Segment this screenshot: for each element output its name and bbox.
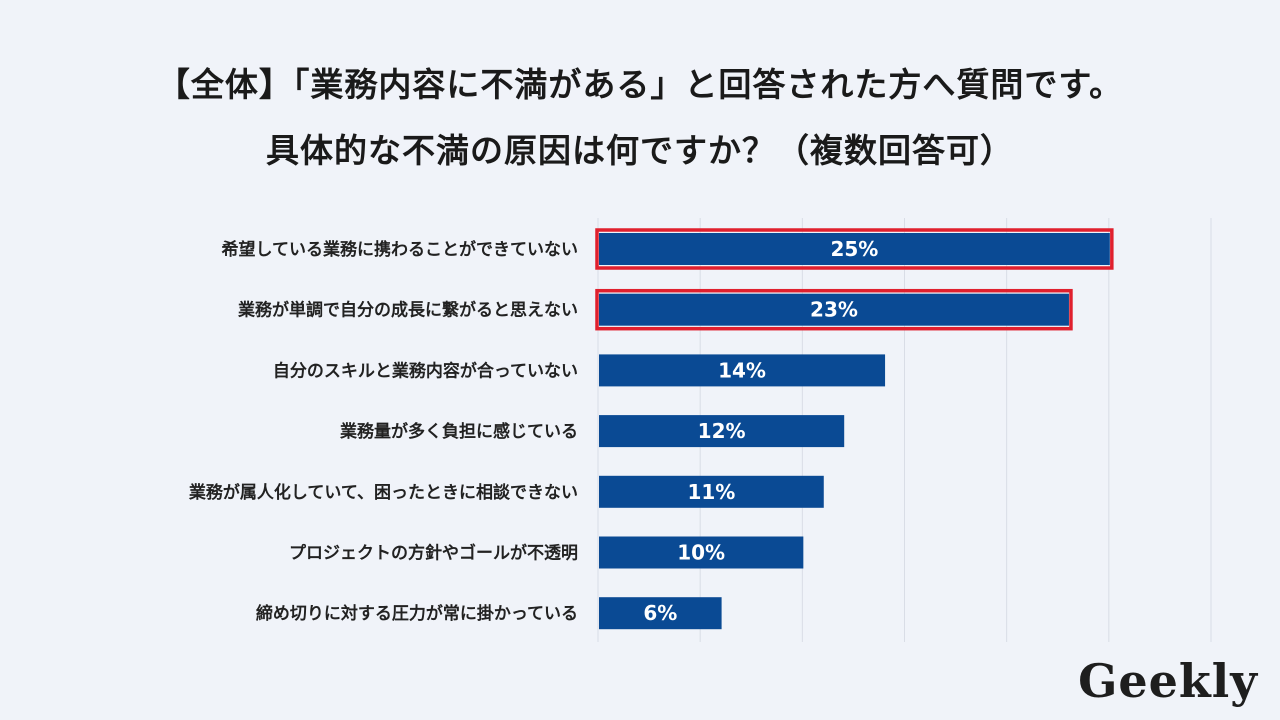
geekly-logo: Geekly — [1078, 654, 1258, 708]
category-label: 業務が単調で自分の成長に繋がると思えない — [238, 300, 578, 321]
category-label: 業務量が多く負担に感じている — [340, 421, 578, 442]
category-label: 希望している業務に携わることができていない — [222, 239, 579, 260]
highlight-frame — [595, 288, 1073, 331]
data-label: 6% — [643, 601, 677, 625]
data-label: 14% — [718, 358, 766, 382]
bar — [599, 233, 1110, 265]
data-label: 12% — [698, 419, 746, 443]
category-label: 締め切りに対する圧力が常に掛かっている — [256, 603, 578, 624]
data-label: 11% — [687, 480, 735, 504]
highlight-frame — [595, 228, 1114, 270]
category-label: 自分のスキルと業務内容が合っていない — [273, 360, 578, 381]
category-label: 業務が属人化していて、困ったときに相談できない — [189, 482, 578, 503]
chart-title-line1: 【全体】「業務内容に不満がある」と回答された方へ質問です。 — [156, 65, 1124, 104]
chart-title-line2: 具体的な不満の原因は何ですか？（複数回答可） — [266, 131, 1014, 170]
bar — [599, 415, 845, 448]
data-label: 25% — [830, 237, 878, 261]
bar — [599, 354, 886, 387]
data-label: 10% — [677, 541, 725, 565]
bar — [599, 293, 1069, 326]
bar — [599, 475, 824, 508]
bar — [599, 597, 722, 630]
bar — [599, 536, 804, 569]
data-label: 23% — [810, 298, 858, 322]
category-label: プロジェクトの方針やゴールが不透明 — [289, 543, 578, 564]
